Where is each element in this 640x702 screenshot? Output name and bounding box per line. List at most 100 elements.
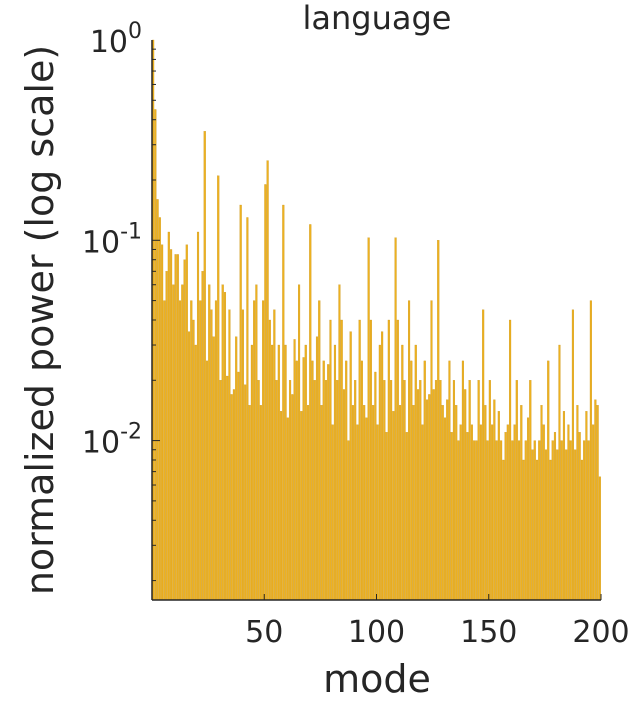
bar	[385, 432, 388, 601]
bar	[567, 424, 570, 601]
bar	[349, 331, 352, 601]
bar	[450, 432, 453, 601]
bar	[338, 284, 341, 601]
y-axis-label: normalized power (log scale)	[18, 45, 62, 595]
bar	[479, 424, 482, 601]
bar	[302, 357, 305, 601]
bar	[414, 344, 417, 601]
bar	[432, 389, 435, 601]
bar	[163, 300, 166, 601]
bar	[542, 424, 545, 601]
bar	[324, 380, 328, 601]
bar	[192, 319, 195, 601]
x-tick-label: 50	[245, 615, 283, 650]
bar	[190, 300, 193, 601]
bar	[248, 405, 251, 601]
bar	[378, 344, 381, 601]
bar	[383, 380, 386, 601]
bar	[390, 380, 393, 601]
bar	[486, 440, 489, 601]
bar	[221, 284, 224, 601]
x-axis-label: mode	[323, 657, 431, 701]
bar	[448, 360, 451, 601]
bar	[201, 271, 204, 601]
bar	[401, 344, 404, 601]
bar	[506, 424, 509, 601]
bar	[511, 440, 514, 601]
bar	[257, 380, 260, 601]
bar	[250, 344, 253, 601]
bar	[484, 405, 487, 601]
x-tick-label: 100	[348, 615, 405, 650]
bar	[403, 380, 406, 601]
bar	[576, 405, 579, 601]
bar	[580, 459, 583, 601]
bar	[538, 440, 541, 601]
bar	[212, 336, 215, 601]
bar	[239, 204, 242, 601]
bar	[488, 380, 491, 601]
bar	[194, 344, 197, 601]
y-tick-label: 10-1	[82, 219, 142, 260]
bar	[497, 411, 500, 601]
bar	[320, 405, 323, 601]
bar	[165, 271, 168, 601]
bar	[174, 254, 177, 601]
bar	[533, 440, 536, 601]
bar	[356, 424, 359, 601]
bar	[428, 394, 431, 601]
bar	[336, 380, 339, 601]
bar	[203, 131, 206, 601]
bar	[423, 360, 426, 601]
bar	[592, 424, 595, 601]
bar	[468, 380, 471, 601]
bar	[360, 360, 363, 601]
bar	[473, 440, 476, 601]
bar	[399, 405, 402, 601]
bar	[396, 319, 399, 601]
bar	[482, 309, 485, 601]
bar	[466, 432, 469, 601]
bar	[441, 405, 444, 601]
bar	[358, 319, 361, 601]
bar	[475, 440, 478, 601]
bar	[457, 440, 460, 601]
bar	[181, 284, 184, 601]
bar	[558, 344, 561, 601]
bar	[333, 344, 337, 601]
bar	[367, 237, 370, 601]
bar	[246, 217, 249, 601]
bar	[524, 440, 527, 601]
bar	[560, 440, 563, 601]
bar	[315, 336, 319, 601]
bar	[286, 417, 289, 601]
bar	[313, 380, 316, 601]
bar	[230, 394, 233, 601]
bar	[526, 417, 530, 601]
bar	[219, 380, 222, 601]
chart-title: language	[303, 0, 452, 37]
bar	[232, 389, 235, 601]
bar	[446, 399, 449, 601]
bar	[244, 384, 247, 601]
bar	[266, 160, 269, 601]
bar	[179, 300, 182, 601]
bar	[318, 300, 321, 601]
bar	[158, 217, 161, 601]
bar	[331, 424, 334, 601]
bar	[295, 360, 298, 601]
bar	[376, 424, 379, 601]
bar	[289, 380, 292, 601]
bar	[585, 411, 588, 601]
bar	[574, 449, 577, 601]
bar	[280, 411, 283, 601]
bar	[199, 300, 202, 601]
bar	[455, 405, 458, 601]
bar	[161, 244, 164, 601]
bar	[262, 300, 265, 601]
bar	[210, 309, 213, 601]
bar	[531, 449, 534, 601]
bar	[452, 380, 455, 601]
bar	[273, 309, 276, 601]
